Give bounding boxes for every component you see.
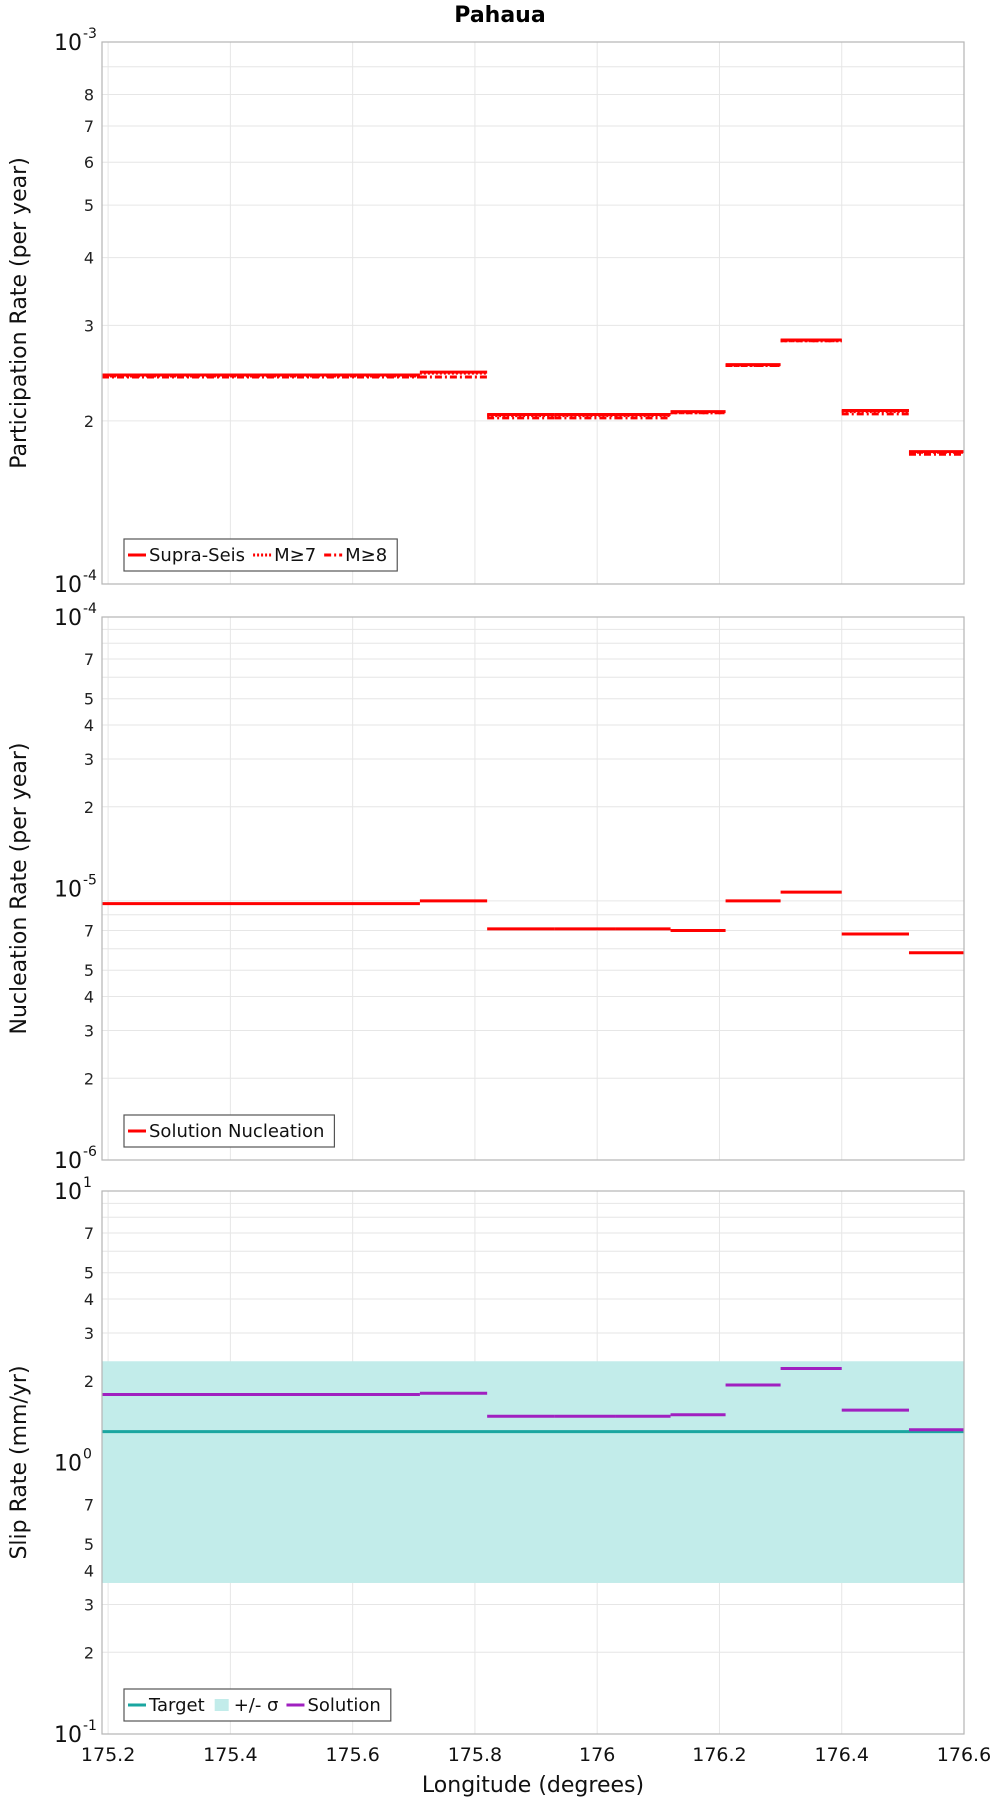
y-axis-label: Participation Rate (per year) xyxy=(7,157,32,469)
y-tick-label: 7 xyxy=(84,1224,94,1243)
y-decade-exponent: -5 xyxy=(83,873,97,889)
y-decade-exponent: -3 xyxy=(83,26,97,42)
legend: Target +/- σ Solution xyxy=(123,1688,392,1722)
legend-swatch xyxy=(214,1699,229,1711)
y-tick-label: 2 xyxy=(84,1372,94,1391)
y-tick-label: 4 xyxy=(84,249,94,268)
y-tick-label: 2 xyxy=(84,1069,94,1088)
x-tick-label: 176 xyxy=(579,1744,615,1766)
y-decade-label: 10 xyxy=(54,606,82,631)
y-decade-exponent: -6 xyxy=(83,1144,97,1160)
legend-label: Solution Nucleation xyxy=(149,1121,324,1142)
y-tick-label: 8 xyxy=(84,86,94,105)
y-tick-label: 4 xyxy=(84,1562,94,1581)
legend-label: Solution xyxy=(307,1695,380,1716)
legend-box xyxy=(123,1114,336,1148)
chart-title: Pahaua xyxy=(454,3,545,28)
plot-area xyxy=(102,42,964,584)
y-axis-label: Nucleation Rate (per year) xyxy=(7,743,32,1035)
x-tick-label: 176.2 xyxy=(692,1744,746,1766)
y-tick-label: 2 xyxy=(84,798,94,817)
y-tick-label: 2 xyxy=(84,1643,94,1662)
legend-label: Target xyxy=(148,1695,205,1716)
y-decade-label: 10 xyxy=(54,573,82,598)
y-tick-label: 7 xyxy=(84,117,94,136)
y-axis-label: Slip Rate (mm/yr) xyxy=(7,1365,32,1559)
y-tick-label: 7 xyxy=(84,1496,94,1515)
y-tick-label: 5 xyxy=(84,690,94,709)
x-axis-label: Longitude (degrees) xyxy=(422,1773,644,1798)
y-tick-label: 4 xyxy=(84,1290,94,1309)
legend-label: M≥8 xyxy=(345,545,387,566)
y-tick-label: 6 xyxy=(84,153,94,172)
x-tick-label: 176.4 xyxy=(815,1744,869,1766)
legend-box xyxy=(123,538,398,572)
y-decade-exponent: 0 xyxy=(83,1447,92,1463)
y-tick-label: 2 xyxy=(84,412,94,431)
legend-label: +/- σ xyxy=(234,1695,279,1716)
y-decade-exponent: -4 xyxy=(83,568,97,584)
plot-frame xyxy=(101,41,965,585)
y-tick-label: 5 xyxy=(84,1535,94,1554)
legend: Supra-Seis M≥7 M≥8 xyxy=(123,538,398,572)
y-tick-label: 4 xyxy=(84,716,94,735)
plot-frame xyxy=(101,616,965,1161)
y-tick-label: 5 xyxy=(84,1264,94,1283)
legend-label: Supra-Seis xyxy=(149,545,245,566)
y-tick-label: 3 xyxy=(84,750,94,769)
y-decade-exponent: 1 xyxy=(83,1175,92,1191)
y-decade-label: 10 xyxy=(54,1149,82,1174)
y-decade-label: 10 xyxy=(54,1723,82,1748)
y-tick-label: 3 xyxy=(84,316,94,335)
y-decade-label: 10 xyxy=(54,31,82,56)
y-decade-label: 10 xyxy=(54,1452,82,1477)
y-tick-label: 7 xyxy=(84,922,94,941)
legend-label: M≥7 xyxy=(274,545,316,566)
y-tick-label: 3 xyxy=(84,1595,94,1614)
y-decade-label: 10 xyxy=(54,1180,82,1205)
plot-area xyxy=(102,617,964,1160)
y-tick-label: 5 xyxy=(84,961,94,980)
y-tick-label: 3 xyxy=(84,1021,94,1040)
x-tick-label: 175.2 xyxy=(81,1744,135,1766)
y-tick-label: 3 xyxy=(84,1324,94,1343)
legend: Solution Nucleation xyxy=(123,1114,336,1148)
y-tick-label: 4 xyxy=(84,988,94,1007)
sigma-band xyxy=(102,1361,964,1583)
y-tick-label: 7 xyxy=(84,650,94,669)
x-tick-label: 176.6 xyxy=(937,1744,991,1766)
x-tick-label: 175.6 xyxy=(325,1744,379,1766)
y-decade-exponent: -1 xyxy=(83,1718,97,1734)
y-decade-label: 10 xyxy=(54,878,82,903)
y-decade-exponent: -4 xyxy=(83,601,97,617)
y-tick-label: 5 xyxy=(84,196,94,215)
plot-frame xyxy=(101,1190,965,1735)
x-tick-label: 175.8 xyxy=(448,1744,502,1766)
x-tick-label: 175.4 xyxy=(203,1744,257,1766)
legend-box xyxy=(123,1688,392,1722)
